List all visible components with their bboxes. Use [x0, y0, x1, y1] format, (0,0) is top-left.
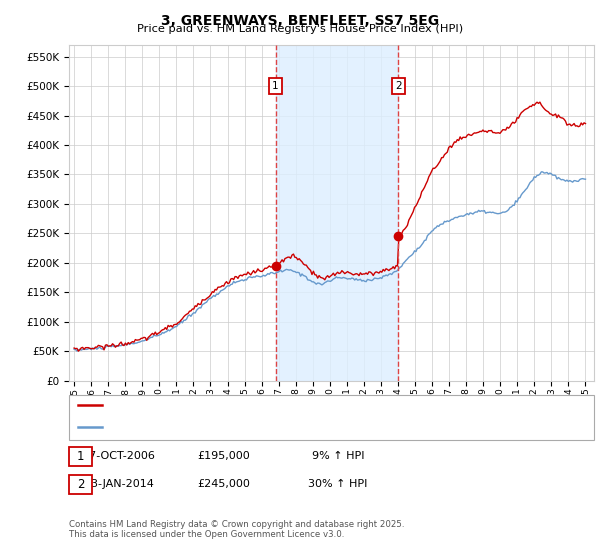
Text: 1: 1 — [77, 450, 84, 463]
Text: 2: 2 — [395, 81, 401, 91]
Text: 03-JAN-2014: 03-JAN-2014 — [84, 479, 154, 489]
Text: 3, GREENWAYS, BENFLEET, SS7 5EG (semi-detached house): 3, GREENWAYS, BENFLEET, SS7 5EG (semi-de… — [108, 400, 407, 410]
Text: Price paid vs. HM Land Registry's House Price Index (HPI): Price paid vs. HM Land Registry's House … — [137, 24, 463, 34]
Text: £195,000: £195,000 — [197, 451, 250, 461]
Text: £245,000: £245,000 — [197, 479, 250, 489]
Text: 1: 1 — [272, 81, 279, 91]
Text: Contains HM Land Registry data © Crown copyright and database right 2025.
This d: Contains HM Land Registry data © Crown c… — [69, 520, 404, 539]
Text: 30% ↑ HPI: 30% ↑ HPI — [308, 479, 367, 489]
Text: 27-OCT-2006: 27-OCT-2006 — [82, 451, 155, 461]
Text: 9% ↑ HPI: 9% ↑ HPI — [311, 451, 364, 461]
Text: 2: 2 — [77, 478, 84, 491]
Text: HPI: Average price, semi-detached house, Castle Point: HPI: Average price, semi-detached house,… — [108, 422, 379, 432]
Bar — [275, 45, 398, 381]
Text: 3, GREENWAYS, BENFLEET, SS7 5EG: 3, GREENWAYS, BENFLEET, SS7 5EG — [161, 14, 439, 28]
